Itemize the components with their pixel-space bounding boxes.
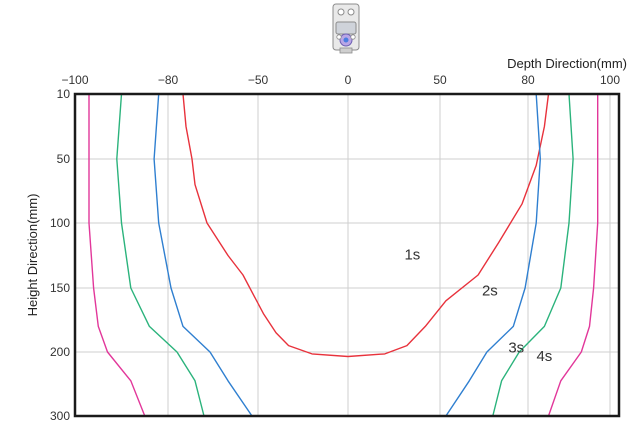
gridlines xyxy=(75,94,619,416)
x-tick-label: −80 xyxy=(158,73,179,87)
series-line-3s-left xyxy=(116,93,205,417)
series-label-3s: 3s xyxy=(508,340,524,357)
series-line-4s-left xyxy=(88,94,146,417)
y-tick-label: 50 xyxy=(57,152,71,166)
x-tick-label: −100 xyxy=(61,73,88,87)
y-tick-label: 10 xyxy=(57,87,71,101)
x-axis-title: Depth Direction(mm) xyxy=(507,56,627,71)
x-tick-labels: −100 −80 −50 0 50 80 100 xyxy=(61,73,620,87)
series-label-1s: 1s xyxy=(404,246,420,263)
series-layer xyxy=(88,93,599,417)
y-tick-label: 200 xyxy=(50,345,70,359)
series-labels: 1s 2s 3s 4s xyxy=(404,246,552,365)
x-tick-label: 0 xyxy=(345,73,352,87)
y-tick-label: 150 xyxy=(50,281,70,295)
series-line-1s xyxy=(182,93,550,358)
series-label-4s: 4s xyxy=(536,348,552,365)
series-line-4s-right xyxy=(547,94,599,417)
x-tick-label: 50 xyxy=(433,73,447,87)
y-tick-labels: 10 50 100 150 200 300 xyxy=(50,87,70,422)
series-label-2s: 2s xyxy=(482,283,498,300)
series-line-2s-left xyxy=(153,93,253,417)
x-tick-label: 100 xyxy=(600,73,620,87)
x-tick-label: −50 xyxy=(248,73,269,87)
series-line-3s-right xyxy=(492,93,574,417)
y-axis-title: Height Direction(mm) xyxy=(25,194,40,317)
series-line-2s-right xyxy=(445,93,541,417)
sensor-device-icon xyxy=(332,3,360,54)
y-tick-label: 100 xyxy=(50,216,70,230)
plot-border xyxy=(73,92,621,418)
x-tick-label: 80 xyxy=(521,73,535,87)
y-tick-label: 300 xyxy=(50,409,70,422)
